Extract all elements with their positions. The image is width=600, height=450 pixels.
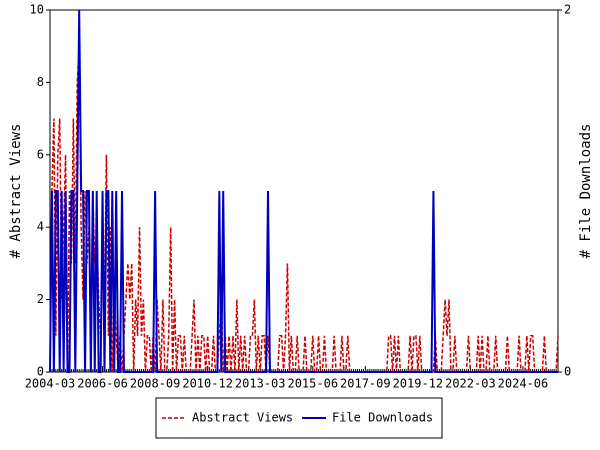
x-tick-label: 2022-03 (445, 377, 496, 391)
x-tick-label: 2019-12 (393, 377, 444, 391)
data-line (49, 46, 559, 373)
plot-frame (49, 9, 559, 373)
y2-axis-label: # File Downloads (578, 124, 594, 259)
x-tick-label: 2006-06 (77, 377, 128, 391)
y2-tick-label: 0 (564, 365, 571, 379)
legend-label: Abstract Views (192, 411, 293, 425)
y-tick-label: 0 (37, 365, 44, 379)
y-axis-label: # Abstract Views (8, 124, 24, 259)
y-tick-label: 2 (37, 292, 44, 306)
y-tick-label: 6 (37, 147, 44, 161)
x-tick-label: 2008-09 (130, 377, 181, 391)
y-tick-label: 4 (37, 220, 44, 234)
y2-tick-label: 2 (564, 3, 571, 17)
legend-label: File Downloads (332, 411, 433, 425)
x-tick-label: 2017-09 (340, 377, 391, 391)
x-tick-label: 2004-03 (25, 377, 76, 391)
x-tick-label: 2015-06 (287, 377, 338, 391)
y-tick-label: 10 (30, 3, 44, 17)
x-tick-label: 2013-03 (235, 377, 286, 391)
data-line (49, 9, 558, 373)
y-tick-label: 8 (37, 75, 44, 89)
x-tick-label: 2010-12 (182, 377, 233, 391)
legend-box (155, 397, 443, 439)
x-tick-label: 2024-06 (498, 377, 549, 391)
